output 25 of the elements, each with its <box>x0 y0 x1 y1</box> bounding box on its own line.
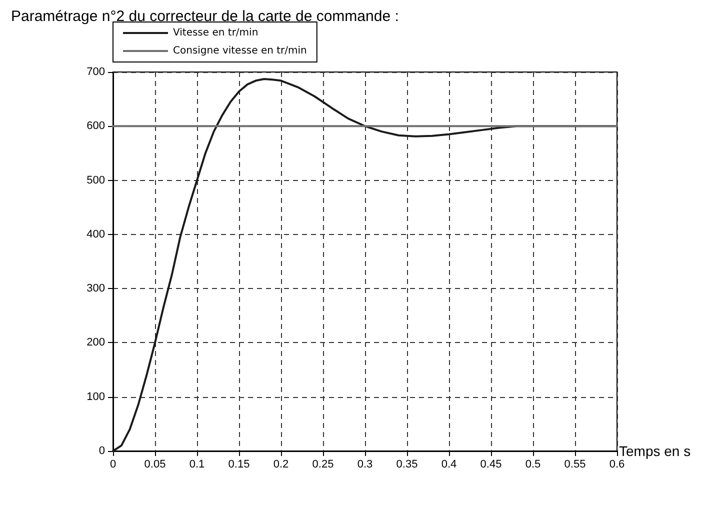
x-tick-label: 0.55 <box>564 458 586 470</box>
x-tick-label: 0.05 <box>144 458 166 470</box>
chart-title: Paramétrage n°2 du correcteur de la carte de commande : <box>11 8 399 25</box>
legend-label: Vitesse en tr/min <box>173 28 258 38</box>
x-tick-label: 0.45 <box>480 458 502 470</box>
x-tick-label: 0.4 <box>441 458 457 470</box>
x-tick-label: 0.25 <box>312 458 334 470</box>
legend-label: Consigne vitesse en tr/min <box>173 46 307 56</box>
x-tick-label: 0.15 <box>228 458 250 470</box>
y-tick-label: 400 <box>86 228 105 240</box>
y-tick-label: 600 <box>86 120 105 132</box>
x-tick-label: 0.2 <box>273 458 289 470</box>
x-tick-label: 0.5 <box>525 458 541 470</box>
y-tick-label: 700 <box>86 66 105 78</box>
x-tick-label: 0.1 <box>189 458 205 470</box>
x-tick-label: 0.6 <box>609 458 625 470</box>
y-tick-label: 100 <box>86 390 105 403</box>
y-tick-label: 0 <box>98 445 105 457</box>
x-tick-label: 0.3 <box>357 458 373 470</box>
y-tick-label: 200 <box>86 336 105 349</box>
x-tick-label: 0 <box>110 458 116 470</box>
x-axis-title: Temps en s <box>619 443 691 459</box>
y-tick-label: 500 <box>86 174 105 186</box>
x-tick-label: 0.35 <box>396 458 418 470</box>
y-tick-label: 300 <box>86 282 105 295</box>
